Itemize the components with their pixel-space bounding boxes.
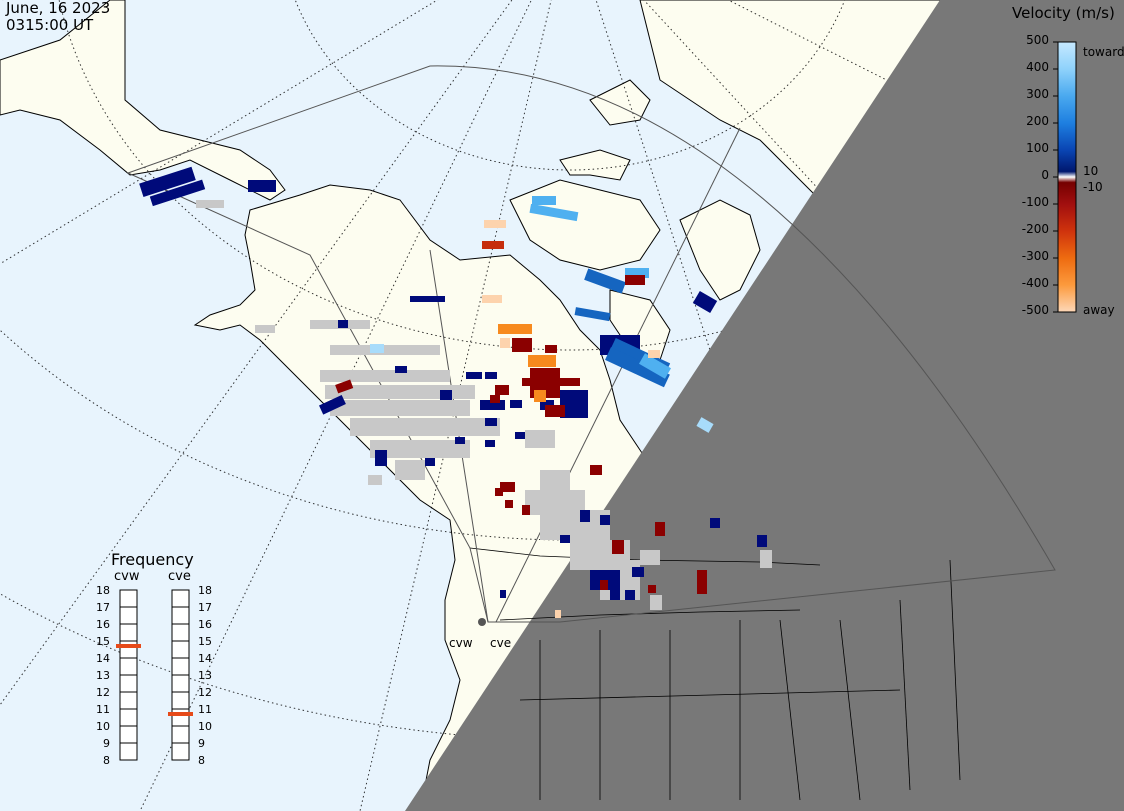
cve-frequency-tick: 12 xyxy=(198,686,212,699)
frequency-column-cvw: cvw xyxy=(114,569,140,584)
cve-frequency-marker xyxy=(168,712,193,716)
cvw-frequency-tick: 10 xyxy=(96,720,110,733)
cve-frequency-tick: 13 xyxy=(198,669,212,682)
velocity-tick: -400 xyxy=(1021,276,1049,290)
velocity-tick: -300 xyxy=(1021,249,1049,263)
night-shade xyxy=(405,0,1124,811)
cvw-frequency-tick: 12 xyxy=(96,686,110,699)
velocity-colorbar-ticks xyxy=(1053,41,1058,313)
cvw-frequency-tick: 9 xyxy=(103,737,110,750)
cve-frequency-tick: 10 xyxy=(198,720,212,733)
frequency-scales xyxy=(119,589,190,761)
velocity-tick: -200 xyxy=(1021,222,1049,236)
velocity-tick: 500 xyxy=(1026,33,1049,47)
cvw-frequency-tick: 11 xyxy=(96,703,110,716)
velocity-inner-tick: 10 xyxy=(1083,164,1099,178)
toward-label: toward xyxy=(1083,45,1124,59)
cvw-frequency-marker xyxy=(116,644,141,648)
time-label: 0315:00 UT xyxy=(6,16,94,34)
cve-frequency-tick: 9 xyxy=(198,737,205,750)
borders xyxy=(469,547,961,801)
velocity-tick: -500 xyxy=(1021,303,1049,317)
cve-frequency-tick: 8 xyxy=(198,754,205,767)
radar-label-cve: cve xyxy=(490,636,512,650)
cvw-frequency-tick: 15 xyxy=(96,635,110,648)
velocity-inner-tick: -10 xyxy=(1083,180,1103,194)
cvw-frequency-tick: 14 xyxy=(96,652,110,665)
velocity-cells xyxy=(139,166,767,618)
radar-site-marker xyxy=(478,618,486,626)
cvw-frequency-tick: 18 xyxy=(96,584,110,597)
cve-frequency-tick: 11 xyxy=(198,703,212,716)
cve-frequency-tick: 18 xyxy=(198,584,212,597)
velocity-tick: 200 xyxy=(1026,114,1049,128)
cve-frequency-tick: 14 xyxy=(198,652,212,665)
cve-frequency-tick: 15 xyxy=(198,635,212,648)
ground-scatter xyxy=(196,200,772,610)
velocity-tick: 400 xyxy=(1026,60,1049,74)
frequency-column-cve: cve xyxy=(168,569,191,584)
cvw-frequency-tick: 13 xyxy=(96,669,110,682)
cvw-frequency-tick: 17 xyxy=(96,601,110,614)
cvw-frequency-tick: 8 xyxy=(103,754,110,767)
cve-frequency-tick: 16 xyxy=(198,618,212,631)
frequency-title: Frequency xyxy=(111,550,194,569)
date-label: June, 16 2023 xyxy=(6,0,111,17)
velocity-tick: -100 xyxy=(1021,195,1049,209)
cve-frequency-tick: 17 xyxy=(198,601,212,614)
velocity-tick: 0 xyxy=(1041,168,1049,182)
velocity-tick: 300 xyxy=(1026,87,1049,101)
radar-label-cvw: cvw xyxy=(449,636,473,650)
away-label: away xyxy=(1083,303,1115,317)
cvw-frequency-tick: 16 xyxy=(96,618,110,631)
velocity-colorbar xyxy=(1057,41,1077,313)
velocity-tick: 100 xyxy=(1026,141,1049,155)
velocity-legend-title: Velocity (m/s) xyxy=(1012,4,1115,22)
